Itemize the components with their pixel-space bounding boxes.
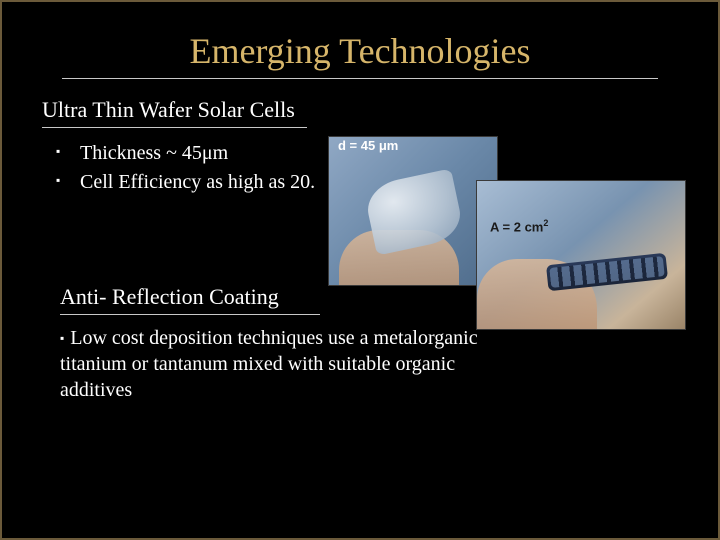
wafer-shape — [363, 168, 466, 255]
strip-shape — [546, 253, 668, 291]
image2-label: A = 2 cm2 — [490, 218, 548, 234]
section1-heading: Ultra Thin Wafer Solar Cells — [42, 97, 295, 123]
section1-underline — [42, 127, 307, 128]
image-wafer-curl — [328, 136, 498, 286]
image2-label-sup: 2 — [543, 218, 548, 228]
section2-underline — [60, 314, 320, 315]
image1-label: d = 45 μm — [338, 138, 398, 153]
section-anti-reflection: Anti- Reflection Coating ▪Low cost depos… — [60, 284, 520, 403]
bullet-icon: ▪ — [60, 331, 64, 345]
slide-frame: Emerging Technologies Ultra Thin Wafer S… — [0, 0, 720, 540]
section2-text: Low cost deposition techniques use a met… — [60, 327, 478, 401]
title-wrap: Emerging Technologies — [42, 30, 678, 72]
section2-heading: Anti- Reflection Coating — [60, 284, 279, 310]
image2-label-prefix: A = 2 cm — [490, 219, 543, 234]
title-underline — [62, 78, 658, 79]
section2-paragraph: ▪Low cost deposition techniques use a me… — [60, 325, 520, 403]
slide-title: Emerging Technologies — [189, 30, 530, 72]
image-wafer-strip — [476, 180, 686, 330]
